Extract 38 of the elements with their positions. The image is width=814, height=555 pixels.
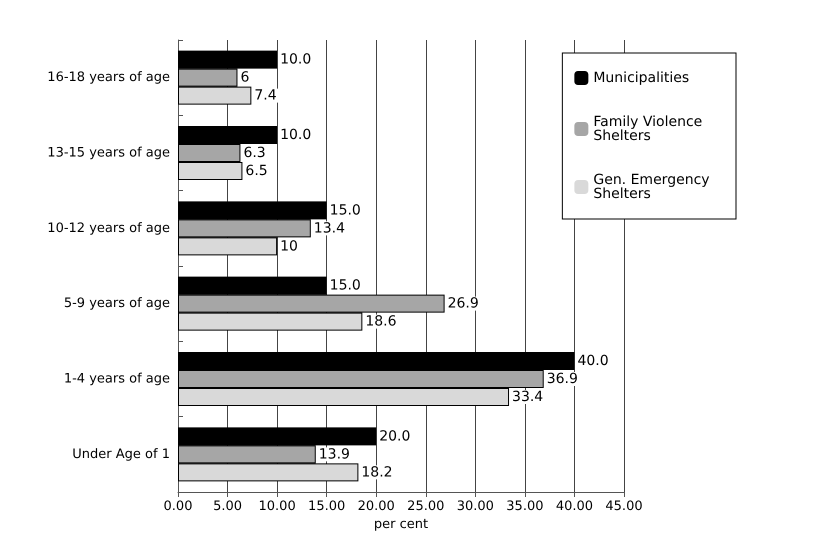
data-label: 10 <box>280 238 298 254</box>
y-tick-label: Under Age of 1 <box>72 446 170 462</box>
data-label: 6.3 <box>243 145 266 161</box>
data-label: 6.5 <box>245 163 268 179</box>
x-tick-label: 35.00 <box>506 499 544 514</box>
legend-label: Family Violence Shelters <box>593 114 707 144</box>
y-tick-label: 5-9 years of age <box>64 296 170 312</box>
data-label: 13.9 <box>318 446 350 462</box>
data-label: 40.0 <box>577 353 609 369</box>
x-tick-label: 0.00 <box>164 499 192 514</box>
data-label: 10.0 <box>280 52 312 68</box>
data-label: 15.0 <box>330 278 361 294</box>
x-tick-label: 45.00 <box>605 499 643 514</box>
y-tick-label: 1-4 years of age <box>64 372 170 386</box>
data-label: 10.0 <box>280 127 312 143</box>
x-tick-label: 40.00 <box>556 499 594 514</box>
data-label: 18.6 <box>365 314 397 330</box>
y-tick-label: 16-18 years of age <box>47 70 170 86</box>
data-label: 36.9 <box>546 371 578 387</box>
legend-label: Gen. Emergency Shelters <box>593 172 714 202</box>
x-tick-label: 15.00 <box>308 499 346 514</box>
data-label: 26.9 <box>448 296 479 312</box>
data-label: 6 <box>240 70 250 86</box>
data-label: 15.0 <box>330 202 361 218</box>
data-label: 33.4 <box>512 389 544 405</box>
x-tick-label: 20.00 <box>358 499 395 514</box>
data-label: 7.4 <box>254 88 277 104</box>
y-tick-label: 13-15 years of age <box>47 146 170 160</box>
x-tick-label: 30.00 <box>456 499 494 514</box>
x-tick-label: 25.00 <box>407 499 444 514</box>
x-tick-label: 10.00 <box>258 499 296 514</box>
x-axis-title: per cent <box>374 516 428 532</box>
x-tick-label: 5.00 <box>213 499 242 514</box>
legend-label: Municipalities <box>593 70 690 86</box>
data-label: 18.2 <box>361 464 393 480</box>
data-label: 13.4 <box>314 220 346 236</box>
y-tick-label: 10-12 years of age <box>47 220 170 236</box>
data-label: 20.0 <box>379 428 410 444</box>
